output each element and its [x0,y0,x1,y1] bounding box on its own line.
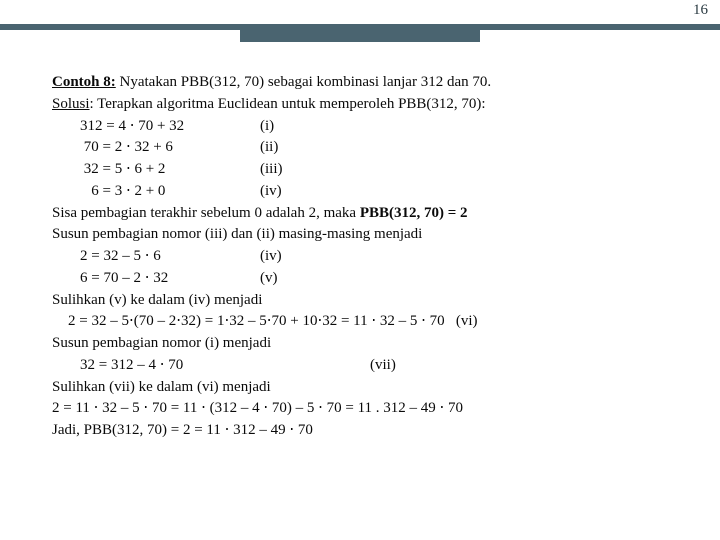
euclid-step: 312 = 4 ⋅ 70 + 32 (i) [52,116,690,138]
step-label: (iii) [260,159,283,181]
solution-text: : Terapkan algoritma Euclidean untuk mem… [90,96,486,112]
back-sub-step: 2 = 32 – 5 ⋅ 6 (iv) [52,246,690,268]
euclid-step: 32 = 5 ⋅ 6 + 2 (iii) [52,159,690,181]
step-label: (v) [260,268,278,290]
page-number: 16 [693,2,708,19]
back-sub-step: 6 = 70 – 2 ⋅ 32 (v) [52,268,690,290]
substitute-line-2: Sulihkan (vii) ke dalam (vi) menjadi [52,377,690,399]
rearrange-line-1: Susun pembagian nomor (iii) dan (ii) mas… [52,224,690,246]
solution-label: Solusi [52,96,90,112]
solution-intro: Solusi: Terapkan algoritma Euclidean unt… [52,94,690,116]
step-label: (vii) [370,355,396,377]
substitute-eq-1: 2 = 32 – 5⋅(70 – 2⋅32) = 1⋅32 – 5⋅70 + 1… [52,311,690,333]
euclid-step: 70 = 2 ⋅ 32 + 6 (ii) [52,137,690,159]
rearrange-eq-2: 32 = 312 – 4 ⋅ 70 (vii) [52,355,690,377]
step-label: (i) [260,116,274,138]
example-label: Contoh 8: [52,74,116,90]
remainder-line: Sisa pembagian terakhir sebelum 0 adalah… [52,203,690,225]
substitute-eq-2: 2 = 11 ⋅ 32 – 5 ⋅ 70 = 11 ⋅ (312 – 4 ⋅ 7… [52,398,690,420]
rearrange-line-2: Susun pembagian nomor (i) menjadi [52,333,690,355]
step-eq: 70 = 2 ⋅ 32 + 6 [80,137,260,159]
step-eq: 32 = 5 ⋅ 6 + 2 [80,159,260,181]
header-accent-block [240,24,480,42]
step-label: (ii) [260,137,278,159]
step-eq: 312 = 4 ⋅ 70 + 32 [80,116,260,138]
step-eq: 6 = 3 ⋅ 2 + 0 [80,181,260,203]
substitute-line-1: Sulihkan (v) ke dalam (iv) menjadi [52,290,690,312]
step-label: (iv) [260,181,282,203]
example-text: Nyatakan PBB(312, 70) sebagai kombinasi … [116,74,491,90]
conclusion-line: Jadi, PBB(312, 70) = 2 = 11 ⋅ 312 – 49 ⋅… [52,420,690,442]
step-label: (iv) [260,246,282,268]
step-eq: 2 = 32 – 5 ⋅ 6 [80,246,260,268]
example-title: Contoh 8: Nyatakan PBB(312, 70) sebagai … [52,72,690,94]
slide-body: Contoh 8: Nyatakan PBB(312, 70) sebagai … [52,72,690,442]
remainder-text: Sisa pembagian terakhir sebelum 0 adalah… [52,205,360,221]
gcd-result: PBB(312, 70) = 2 [360,205,468,221]
euclid-step: 6 = 3 ⋅ 2 + 0 (iv) [52,181,690,203]
step-eq: 32 = 312 – 4 ⋅ 70 [80,355,370,377]
step-eq: 6 = 70 – 2 ⋅ 32 [80,268,260,290]
